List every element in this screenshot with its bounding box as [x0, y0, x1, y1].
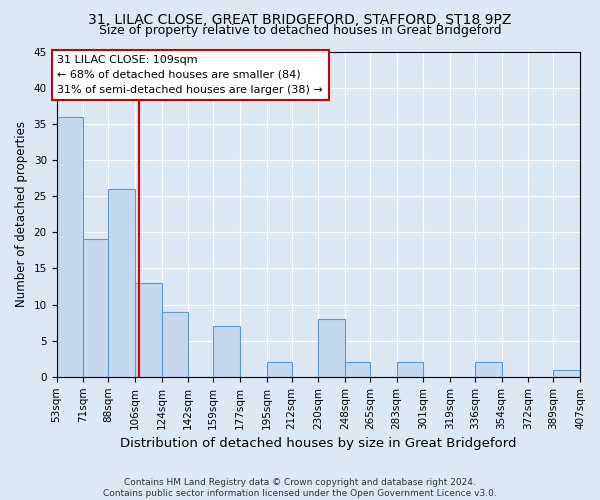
Bar — [213, 326, 240, 377]
X-axis label: Distribution of detached houses by size in Great Bridgeford: Distribution of detached houses by size … — [120, 437, 517, 450]
Bar — [318, 319, 345, 377]
Bar — [266, 362, 292, 377]
Bar — [161, 312, 188, 377]
Text: Size of property relative to detached houses in Great Bridgeford: Size of property relative to detached ho… — [98, 24, 502, 37]
Bar — [553, 370, 580, 377]
Bar — [83, 240, 108, 377]
Bar — [397, 362, 423, 377]
Bar — [135, 283, 161, 377]
Bar — [56, 116, 83, 377]
Text: 31, LILAC CLOSE, GREAT BRIDGEFORD, STAFFORD, ST18 9PZ: 31, LILAC CLOSE, GREAT BRIDGEFORD, STAFF… — [88, 12, 512, 26]
Bar — [475, 362, 502, 377]
Bar — [345, 362, 370, 377]
Bar — [108, 189, 135, 377]
Text: 31 LILAC CLOSE: 109sqm
← 68% of detached houses are smaller (84)
31% of semi-det: 31 LILAC CLOSE: 109sqm ← 68% of detached… — [57, 55, 323, 94]
Text: Contains HM Land Registry data © Crown copyright and database right 2024.
Contai: Contains HM Land Registry data © Crown c… — [103, 478, 497, 498]
Y-axis label: Number of detached properties: Number of detached properties — [15, 121, 28, 307]
